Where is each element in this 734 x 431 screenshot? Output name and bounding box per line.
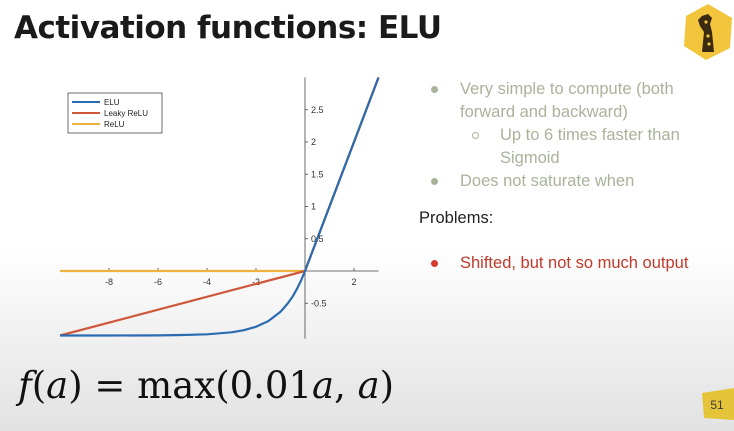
bullet-text: Up to 6 times faster than Sigmoid — [500, 126, 680, 167]
formula-var: a — [312, 364, 335, 407]
series-line-elu — [60, 77, 380, 337]
y-tick-label: 1 — [311, 202, 316, 212]
legend-label: ELU — [104, 98, 120, 107]
formula-paren: ) — [68, 364, 83, 407]
problem-text: Shifted, but not so much output — [460, 254, 689, 272]
formula-var: a — [357, 364, 380, 407]
formula-max: max — [137, 364, 216, 407]
problems-heading: Problems: — [419, 209, 494, 227]
bullet-item: Very simple to compute (both forward and… — [426, 78, 726, 124]
bullet-text: Very simple to compute (both forward and… — [460, 80, 674, 121]
bullet-dot-icon — [431, 86, 438, 93]
bullet-item: Does not saturate when — [426, 170, 726, 193]
chart-series — [59, 77, 380, 337]
x-tick-label: -4 — [203, 277, 211, 287]
y-tick-label: 1.5 — [311, 169, 324, 179]
bullet-list: Very simple to compute (both forward and… — [426, 78, 726, 193]
giraffe-logo-icon — [684, 4, 732, 60]
sub-bullet-item: Up to 6 times faster than Sigmoid — [426, 124, 726, 170]
formula-paren: ) — [379, 364, 395, 407]
page-number: 51 — [710, 398, 724, 412]
formula-equals: = — [82, 364, 138, 407]
chart-legend: ELU Leaky ReLU ReLU — [67, 92, 163, 134]
formula: f(a) = max(0.01a, a) — [18, 364, 394, 407]
legend-label: ReLU — [104, 120, 125, 129]
formula-var: a — [46, 364, 69, 407]
slide-title: Activation functions: ELU — [14, 10, 442, 46]
bullet-ring-icon — [472, 132, 479, 139]
problems-list: Shifted, but not so much output — [426, 252, 716, 275]
bullet-text: Does not saturate when — [460, 172, 635, 190]
formula-arg: (0.01 — [215, 364, 313, 407]
bullet-dot-icon — [431, 260, 438, 267]
x-tick-label: 2 — [351, 277, 356, 287]
formula-paren: ( — [31, 364, 47, 407]
problem-item: Shifted, but not so much output — [426, 252, 716, 275]
y-tick-label: 2.5 — [311, 105, 324, 115]
legend-label: Leaky ReLU — [104, 109, 148, 118]
x-tick-label: -6 — [154, 277, 162, 287]
page-number-badge: 51 — [702, 388, 734, 420]
formula-comma: , — [334, 364, 358, 407]
y-tick-label: -0.5 — [311, 298, 327, 308]
bullet-dot-icon — [431, 178, 438, 185]
formula-fn: f — [18, 364, 32, 407]
x-tick-label: -8 — [105, 277, 113, 287]
y-tick-label: 2 — [311, 137, 316, 147]
x-tick-label: -2 — [252, 277, 260, 287]
